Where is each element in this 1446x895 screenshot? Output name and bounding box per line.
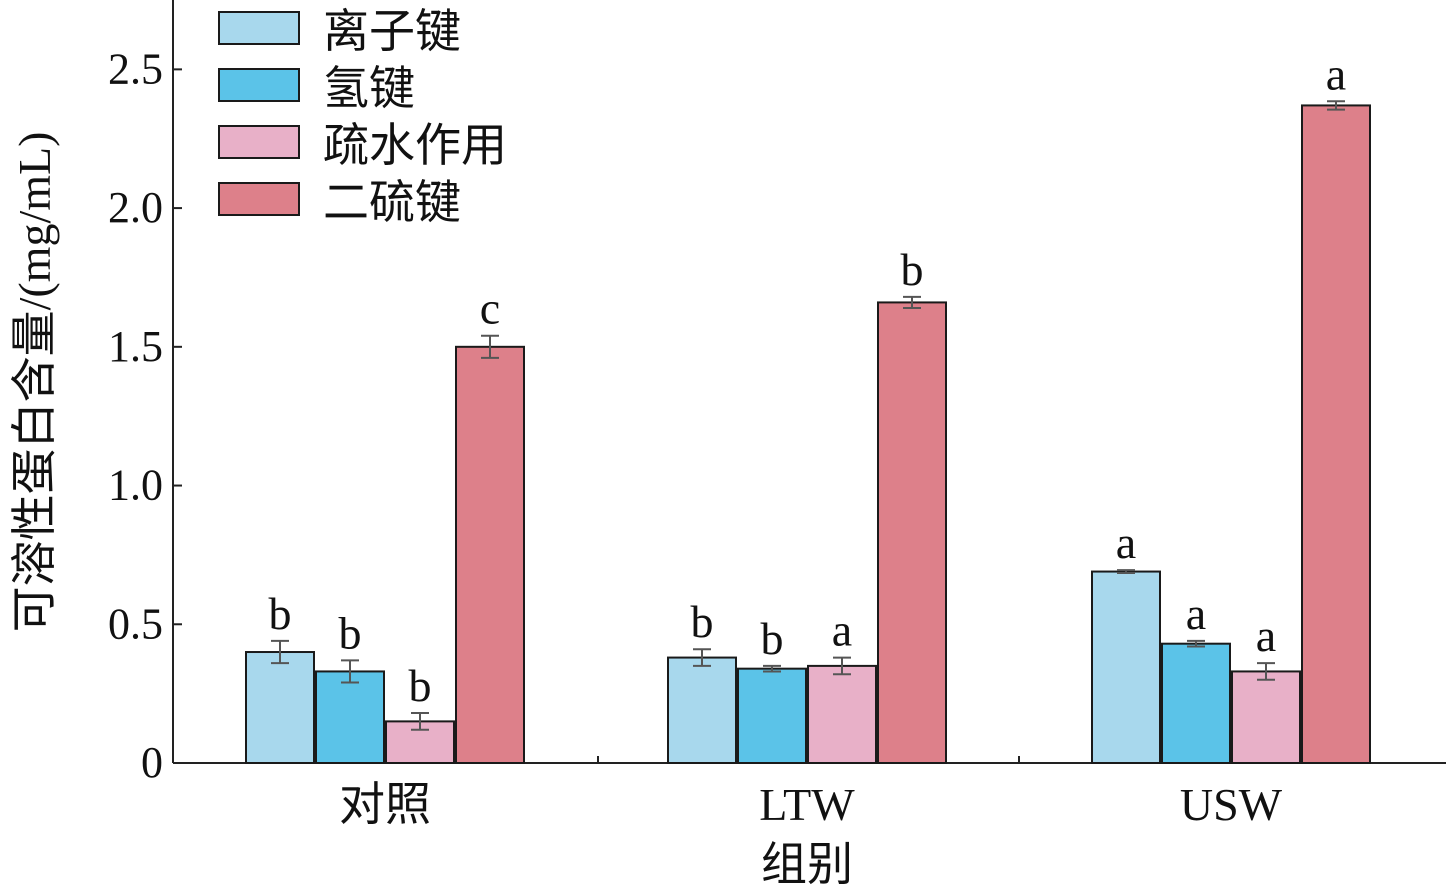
- y-tick-label: 1.0: [108, 461, 163, 510]
- significance-label: a: [1186, 588, 1206, 639]
- y-tick-label: 2.5: [108, 44, 163, 93]
- y-axis-label: 可溶性蛋白含量/(mg/mL): [9, 132, 60, 633]
- bar: [1301, 104, 1371, 764]
- bar: [877, 301, 947, 764]
- significance-label: a: [1116, 517, 1136, 568]
- legend-swatch: [218, 11, 300, 45]
- significance-label: b: [691, 596, 714, 647]
- bar: [245, 651, 315, 765]
- bar: [737, 667, 807, 765]
- legend-label: 离子键: [323, 6, 461, 57]
- legend-swatch: [218, 68, 300, 102]
- significance-label: b: [269, 588, 292, 639]
- bar: [667, 656, 737, 764]
- significance-label: a: [832, 605, 852, 656]
- x-tick-label: USW: [1180, 779, 1283, 830]
- significance-label: b: [761, 613, 784, 664]
- bar: [807, 664, 877, 765]
- legend-label: 疏水作用: [323, 120, 507, 171]
- bar: [1231, 670, 1301, 764]
- legend-label: 氢键: [323, 63, 415, 114]
- x-tick-label: 对照: [339, 779, 431, 830]
- significance-label: b: [339, 607, 362, 658]
- significance-label: b: [409, 660, 432, 711]
- bar: [455, 345, 525, 764]
- significance-label: b: [901, 244, 924, 295]
- bar: [1161, 642, 1231, 764]
- significance-label: c: [480, 283, 500, 334]
- significance-label: a: [1326, 48, 1346, 99]
- y-tick-label: 0: [141, 738, 163, 787]
- significance-label: a: [1256, 610, 1276, 661]
- bar: [315, 670, 385, 764]
- y-tick-label: 0.5: [108, 599, 163, 648]
- chart-axes: 0 0.5 1.0 1.5 2.0 2.5 对照 LTW USW: [108, 0, 1446, 830]
- legend-swatch: [218, 125, 300, 159]
- bar: [1091, 570, 1161, 764]
- legend-label: 二硫键: [323, 177, 461, 228]
- x-axis-label: 组别: [761, 839, 853, 890]
- y-tick-label: 2.0: [108, 183, 163, 232]
- legend-swatch: [218, 182, 300, 216]
- x-tick-label: LTW: [759, 779, 855, 830]
- y-tick-label: 1.5: [108, 322, 163, 371]
